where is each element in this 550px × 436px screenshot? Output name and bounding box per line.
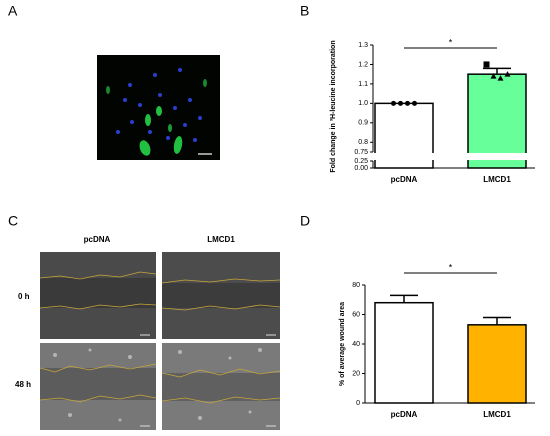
y-tick-label: 0.75	[354, 149, 368, 156]
y-tick-label: 1.3	[358, 42, 368, 49]
y-tick-label: 0.9	[358, 120, 368, 127]
significance-label: *	[449, 37, 453, 47]
data-point	[405, 100, 410, 106]
bar	[467, 324, 527, 404]
y-tick-label: 60	[352, 311, 360, 318]
y-tick-label: 80	[352, 282, 360, 289]
row-label: 0 h	[18, 292, 30, 301]
y-tick-label: 1.2	[358, 61, 368, 68]
significance-label: *	[449, 262, 453, 272]
row-label: 48 h	[15, 380, 31, 389]
column-label: pcDNA	[84, 235, 111, 244]
data-point	[504, 71, 511, 77]
y-axis-label: Fold change in ³H-leucine incorporation	[330, 40, 337, 172]
panel-label: C	[8, 213, 18, 229]
data-point	[497, 75, 504, 81]
wound-images	[39, 252, 281, 430]
data-point	[391, 100, 396, 106]
panel-label: B	[300, 3, 309, 19]
x-tick-label: LMCD1	[483, 175, 511, 184]
data-point	[490, 73, 497, 79]
y-tick-label: 40	[352, 341, 360, 348]
column-label: LMCD1	[207, 235, 235, 244]
panel-label: D	[300, 213, 310, 229]
y-tick-label: 1.1	[358, 81, 368, 88]
data-point	[412, 100, 417, 106]
y-tick-label: 0.25	[354, 158, 368, 165]
axis-break	[372, 153, 536, 160]
x-tick-label: LMCD1	[483, 410, 511, 419]
bar	[374, 301, 434, 404]
y-tick-label: 0.8	[358, 139, 368, 146]
data-point	[398, 100, 403, 106]
x-tick-label: pcDNA	[391, 175, 418, 184]
fluorescence-image	[97, 55, 220, 160]
panel-label: A	[8, 3, 18, 19]
data-point	[483, 61, 490, 68]
y-tick-label: 0.00	[354, 165, 368, 172]
y-tick-label: 1.0	[358, 100, 368, 107]
y-tick-label: 20	[352, 370, 360, 377]
y-axis-label: % of average wound area	[339, 302, 346, 386]
x-tick-label: pcDNA	[391, 410, 418, 419]
y-tick-label: 0	[356, 400, 360, 407]
